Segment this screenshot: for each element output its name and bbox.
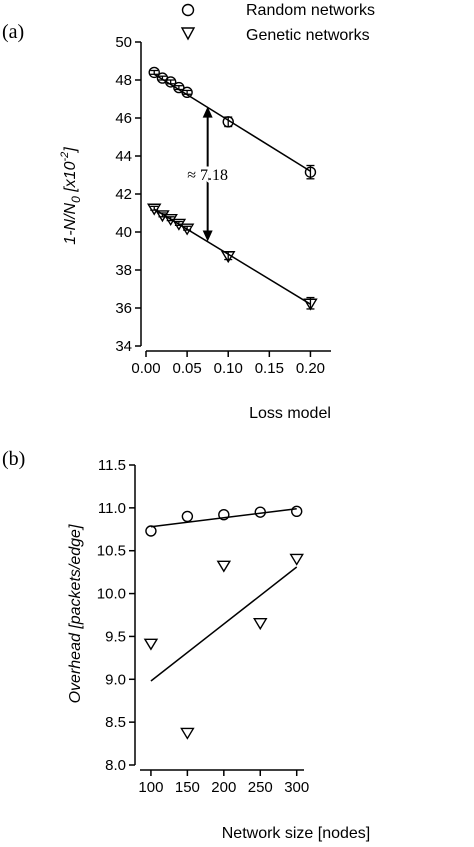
data-point-random (222, 116, 234, 128)
y-tick-label: 9.5 (105, 628, 126, 645)
y-tick-label: 11.5 (98, 457, 126, 474)
data-point-genetic (289, 553, 304, 566)
y-tick-label: 42 (115, 186, 132, 203)
panel-a-x-label: Loss model (249, 405, 331, 422)
y-tick-label: 44 (115, 148, 132, 165)
legend-triangle-marker (180, 27, 196, 41)
panel-a-label: (a) (2, 21, 24, 43)
x-tick-label: 0.10 (214, 360, 243, 377)
data-point-random (181, 86, 193, 99)
data-point-genetic (220, 251, 236, 264)
data-point-random (291, 505, 303, 517)
y-tick-label: 8.0 (105, 757, 126, 774)
data-point-random (173, 81, 185, 94)
y-tick-label: 10.0 (97, 586, 126, 603)
panel-b-fit-lines (150, 507, 298, 682)
panel-a-fit-lines (153, 73, 311, 305)
panel-b-label: (b) (2, 448, 25, 470)
y-tick-label: 8.5 (105, 714, 126, 731)
panel-b-y-label: Overhead [packets/edge] (67, 524, 84, 703)
data-point-genetic (253, 618, 268, 631)
legend-genetic-label: Genetic networks (246, 27, 370, 44)
panel-b-points (143, 505, 304, 740)
x-tick-label: 0.05 (173, 360, 202, 377)
panel-a-points (146, 66, 318, 311)
data-point-random (148, 66, 160, 79)
fit-line-genetic (153, 208, 311, 305)
data-point-random (254, 506, 266, 518)
y-tick-label: 36 (115, 300, 132, 317)
y-tick-label: 34 (115, 338, 132, 355)
y-tick-label: 48 (115, 72, 132, 89)
x-tick-label: 250 (248, 779, 273, 796)
y-tick-label: 50 (115, 34, 132, 51)
panel-a-ticks: 34 36 38 40 42 44 46 48 50 0.00 0.05 0.10 0.15 0.20 (115, 34, 325, 377)
data-point-genetic (303, 298, 318, 311)
panel-b: (b) 8.0 8.5 9.0 9.5 10.0 10.5 11.0 11.5 100 150 20… (2, 448, 370, 842)
legend-circle-marker (181, 3, 195, 17)
data-point-genetic (180, 727, 195, 740)
y-tick-label: 38 (115, 262, 132, 279)
x-tick-label: 0.15 (255, 360, 284, 377)
panel-b-x-label: Network size [nodes] (222, 825, 371, 842)
legend-random-label: Random networks (246, 2, 375, 19)
difference-annotation: ≈ 7.18 (187, 167, 228, 184)
data-point-random (218, 509, 230, 521)
data-point-genetic (143, 638, 159, 651)
x-tick-label: 0.20 (296, 360, 325, 377)
panel-b-ticks: 8.0 8.5 9.0 9.5 10.0 10.5 11.0 11.5 100 150 200 250… (97, 457, 309, 796)
x-tick-label: 150 (175, 779, 200, 796)
y-tick-label: 46 (115, 110, 132, 127)
y-tick-label: 11.0 (98, 500, 126, 517)
x-tick-label: 200 (211, 779, 236, 796)
data-point-random (304, 166, 317, 178)
x-tick-label: 0.00 (131, 360, 160, 377)
panel-a-annotation: ≈ 7.18 (184, 106, 231, 242)
y-tick-label: 40 (115, 224, 132, 241)
data-point-random (145, 525, 157, 537)
y-tick-label: 9.0 (105, 671, 126, 688)
arrow-head-down-icon (202, 230, 213, 242)
fit-line-genetic (150, 566, 298, 682)
data-point-genetic (216, 560, 232, 573)
x-tick-label: 100 (138, 779, 163, 796)
panel-a-y-label: 1-N/N0 [x10-2] (59, 147, 83, 245)
fit-line-random (150, 507, 297, 528)
data-point-random (181, 510, 194, 523)
fit-line-random (153, 73, 311, 172)
arrow-head-up-icon (202, 106, 213, 118)
data-point-genetic (146, 203, 162, 216)
legend: Random networks Genetic networks (180, 2, 375, 44)
panel-a: (a) 34 36 38 40 42 44 46 48 50 0.00 0.05 0.10 0.15 0.… (2, 21, 331, 422)
y-tick-label: 10.5 (97, 543, 126, 560)
x-tick-label: 300 (284, 779, 309, 796)
data-point-genetic (179, 223, 195, 236)
data-point-random (164, 76, 177, 88)
